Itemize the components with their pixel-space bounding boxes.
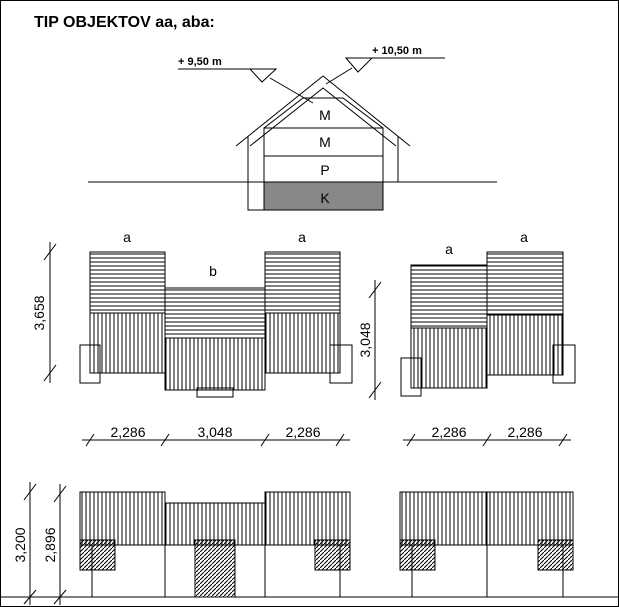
line <box>43 364 57 382</box>
dim-label: 2,286 <box>110 424 145 440</box>
plans: a b a a a 3,658 3,048 2,286 3,048 2,286 … <box>31 229 576 447</box>
line <box>482 433 492 447</box>
roof <box>235 75 411 147</box>
unit-label: a <box>520 229 528 245</box>
floor-label: M <box>319 107 331 123</box>
section: + 9,50 m + 10,50 m M M P K <box>88 45 497 211</box>
entrance <box>194 539 236 598</box>
roof-plan <box>264 312 341 374</box>
floor-label: K <box>320 190 330 206</box>
facade <box>164 502 266 546</box>
level-mark <box>344 57 374 73</box>
dim-label: 2,286 <box>507 424 542 440</box>
dim-label: 3,658 <box>31 295 47 330</box>
level-label: + 10,50 m <box>372 45 422 57</box>
line <box>43 243 57 261</box>
wall <box>247 136 264 211</box>
roof-plan <box>486 251 564 316</box>
entrance <box>79 539 116 571</box>
unit-label: a <box>123 229 131 245</box>
unit-label: a <box>445 241 453 257</box>
line <box>160 433 170 447</box>
unit-label: a <box>298 229 306 245</box>
level-label: + 9,50 m <box>178 56 222 68</box>
title: TIP OBJEKTOV aa, aba: <box>34 14 215 31</box>
dim-label: 3,048 <box>357 322 373 357</box>
floor-label: P <box>320 162 329 178</box>
line <box>335 433 345 447</box>
facade <box>399 491 488 546</box>
line <box>406 433 416 447</box>
roof-plan <box>486 314 564 376</box>
facade <box>79 491 166 546</box>
roof-plan <box>164 337 266 391</box>
roof-plan <box>410 264 488 329</box>
attic <box>263 97 384 129</box>
line <box>368 281 382 299</box>
dim-label: 3,048 <box>197 424 232 440</box>
line <box>23 589 37 605</box>
facade <box>486 491 574 546</box>
line <box>368 381 382 399</box>
line <box>558 433 568 447</box>
unit-label: b <box>209 263 217 279</box>
roof-plan <box>89 312 166 374</box>
line <box>23 483 37 501</box>
elevations: 3,200 2,896 <box>12 482 574 605</box>
floor <box>263 127 384 157</box>
dim-label: 2,286 <box>285 424 320 440</box>
leader <box>269 77 314 104</box>
entrance <box>399 539 436 571</box>
floor-label: M <box>319 134 331 150</box>
line <box>260 433 270 447</box>
dim-label: 3,200 <box>12 527 28 562</box>
roof-inner <box>249 87 397 147</box>
dim-label: 2,286 <box>431 424 466 440</box>
line <box>85 433 95 447</box>
roof-plan <box>410 327 488 389</box>
roof-plan <box>164 287 266 339</box>
leader <box>325 67 353 85</box>
roof-plan <box>264 251 341 314</box>
entrance <box>314 539 351 571</box>
dim-label: 2,896 <box>42 527 58 562</box>
facade <box>264 491 351 546</box>
level-mark <box>248 68 278 83</box>
line <box>53 589 67 605</box>
roof-plan <box>89 251 166 314</box>
entrance <box>537 539 574 571</box>
line <box>53 485 67 503</box>
